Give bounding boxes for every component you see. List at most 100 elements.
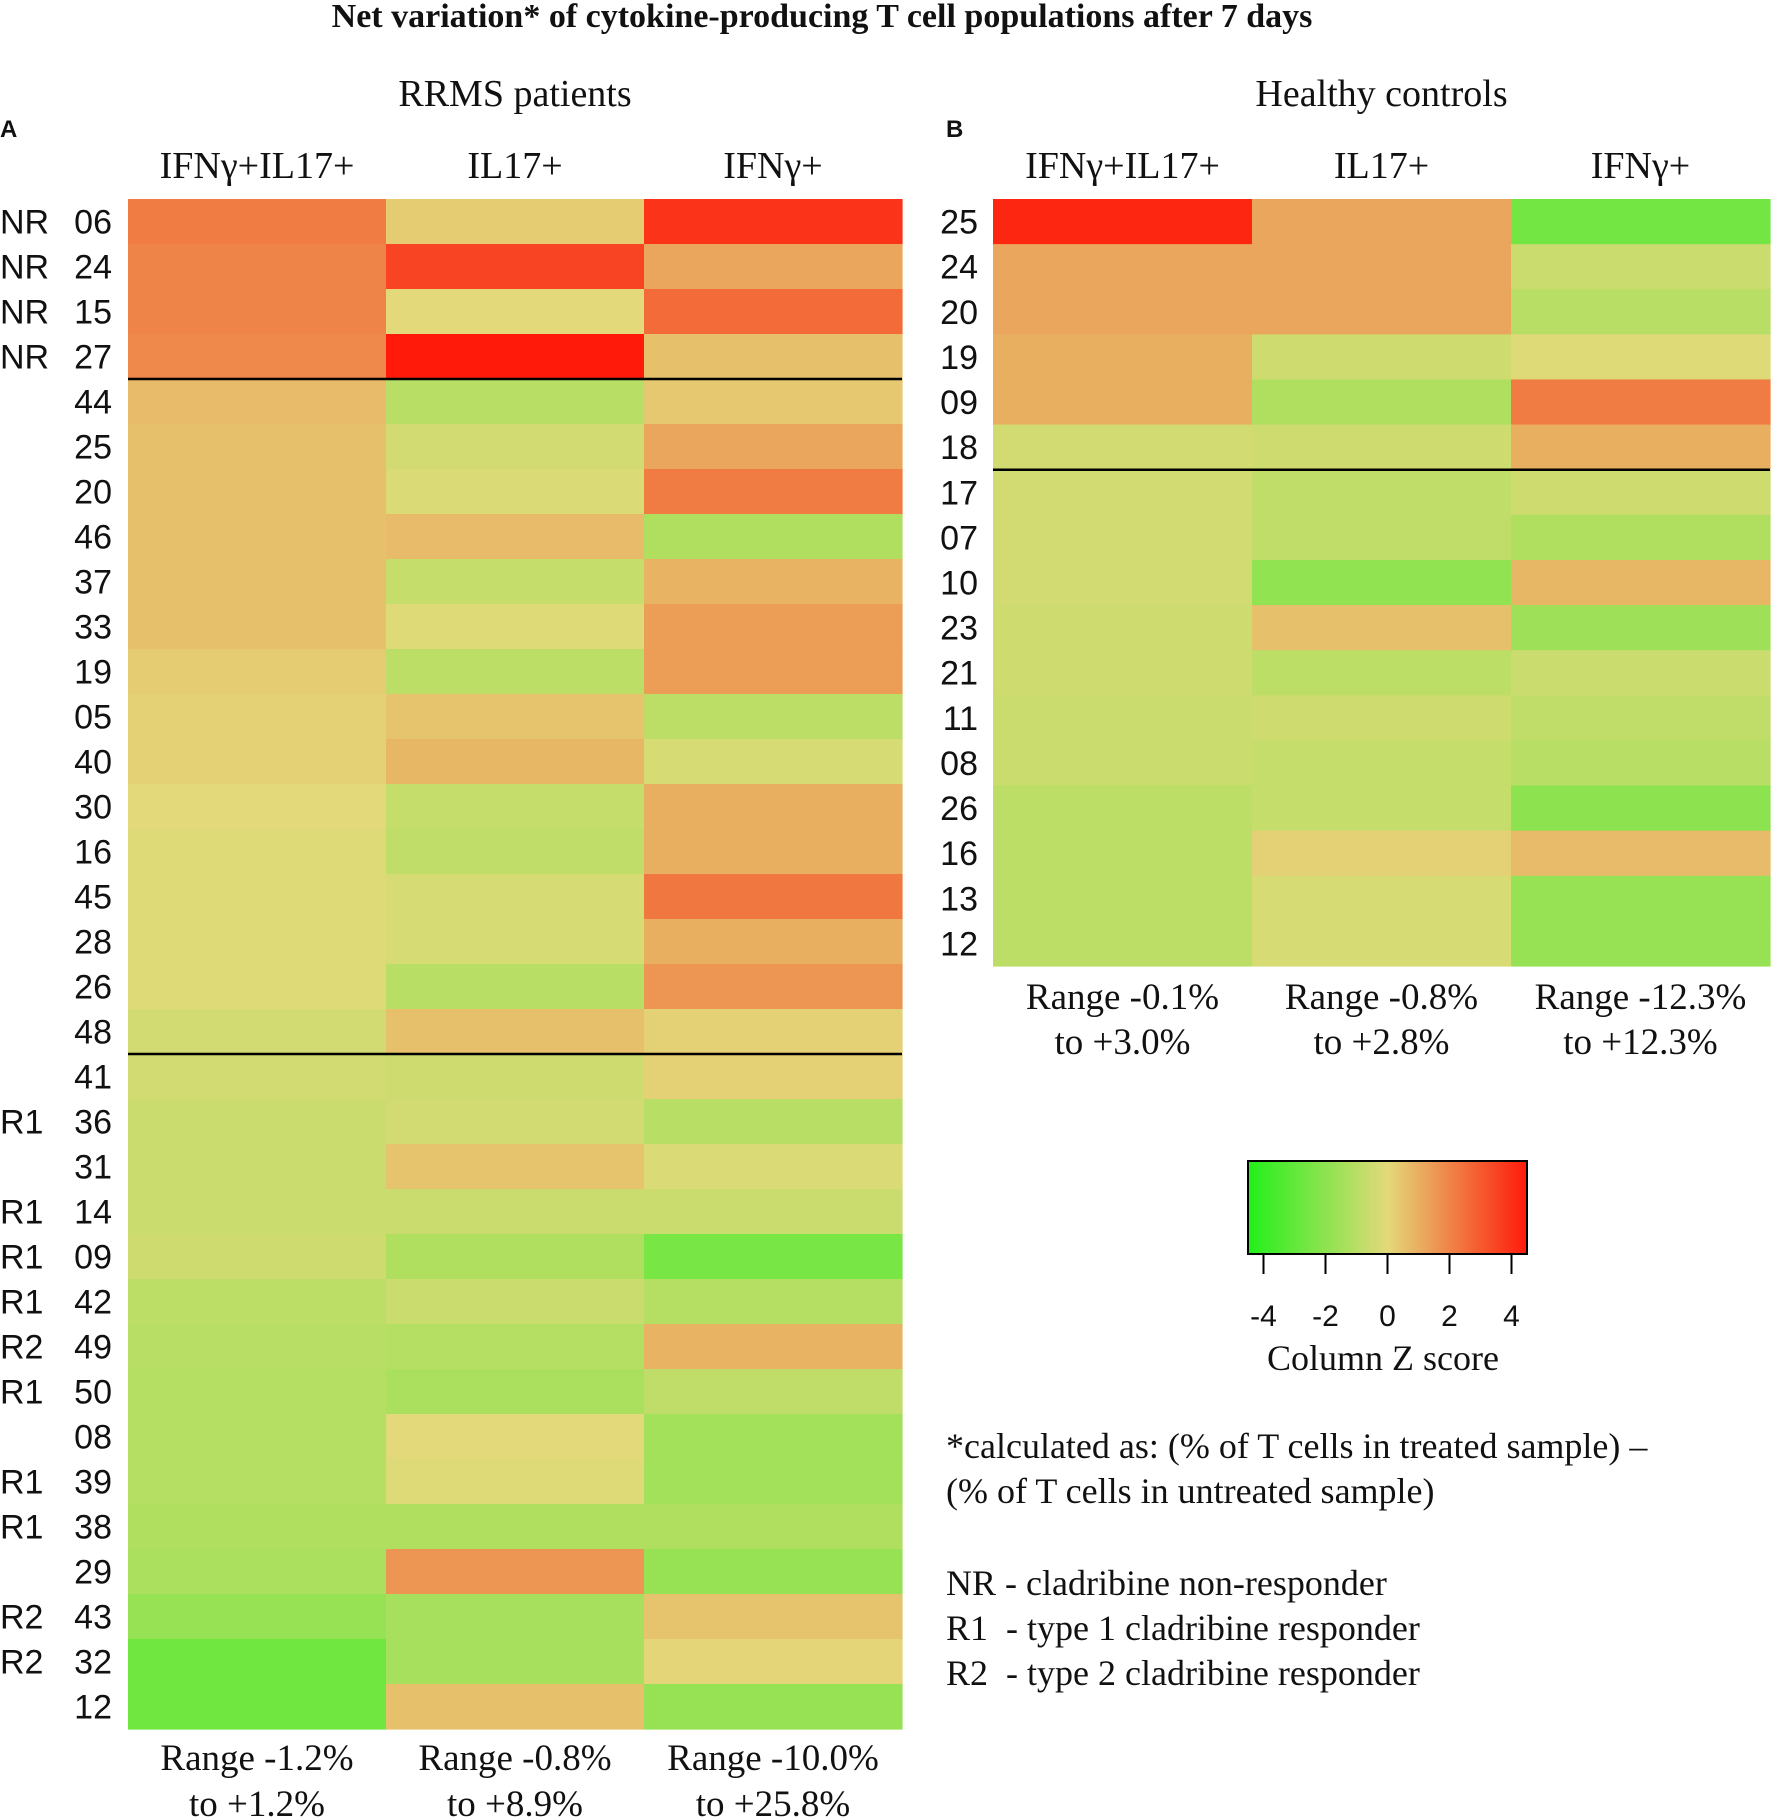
row-label: 37 bbox=[74, 564, 112, 602]
row-group-label: R2 bbox=[0, 1644, 43, 1682]
row-label: 05 bbox=[74, 699, 112, 737]
heatmap-cell bbox=[993, 785, 1253, 832]
heatmap-cell bbox=[386, 964, 645, 1010]
heatmap-cell bbox=[128, 1684, 387, 1730]
row-label: 12 bbox=[940, 925, 978, 963]
abbreviation-nr: NR - cladribine non-responder bbox=[946, 1563, 1387, 1603]
heatmap-cell bbox=[1511, 695, 1771, 742]
row-label: 49 bbox=[74, 1329, 112, 1367]
heatmap-cell bbox=[128, 1054, 387, 1100]
footnote: *calculated as: (% of T cells in treated… bbox=[946, 1426, 1648, 1511]
row-label: 44 bbox=[74, 384, 112, 422]
footnote-line-1: *calculated as: (% of T cells in treated… bbox=[946, 1426, 1648, 1466]
row-label: 23 bbox=[940, 610, 978, 648]
heatmap-cell bbox=[644, 379, 903, 425]
heatmap-cell bbox=[128, 1099, 387, 1145]
heatmap-cell bbox=[128, 289, 387, 335]
abbreviation-r2: R2 - type 2 cladribine responder bbox=[946, 1653, 1420, 1693]
heatmap-cell bbox=[644, 1639, 903, 1685]
heatmap-cell bbox=[644, 784, 903, 830]
heatmap-cell bbox=[386, 244, 645, 290]
heatmap-cell bbox=[128, 649, 387, 695]
color-key: -4 -2 0 2 4 Column Z score bbox=[1247, 1160, 1528, 1378]
row-label: 32 bbox=[74, 1644, 112, 1682]
heatmap-cell bbox=[1252, 559, 1512, 606]
heatmap-cell bbox=[386, 1324, 645, 1370]
heatmap-cell bbox=[993, 379, 1253, 426]
row-label: 20 bbox=[74, 474, 112, 512]
row-label: 16 bbox=[940, 835, 978, 873]
row-label: 24 bbox=[74, 249, 112, 287]
heatmap-cell bbox=[128, 1459, 387, 1505]
row-group-label: R1 bbox=[0, 1194, 43, 1232]
row-label: 19 bbox=[74, 654, 112, 692]
heatmap-cell bbox=[128, 604, 387, 650]
row-label: 31 bbox=[74, 1149, 112, 1187]
heatmap-cell bbox=[386, 739, 645, 785]
color-key-tick-label: -2 bbox=[1312, 1300, 1339, 1333]
heatmap-cell bbox=[386, 1054, 645, 1100]
heatmap-cell bbox=[1511, 650, 1771, 696]
abbreviations: NR - cladribine non-responder R1 - type … bbox=[946, 1563, 1420, 1693]
heatmap-cell bbox=[386, 1504, 645, 1550]
heatmap-cell bbox=[128, 919, 387, 965]
row-label: 27 bbox=[74, 339, 112, 377]
color-key-gradient-bar bbox=[1247, 1160, 1528, 1255]
heatmap-cell bbox=[1511, 785, 1771, 832]
heatmap-cell bbox=[1252, 830, 1512, 877]
column-range-line-2: to +8.9% bbox=[447, 1784, 583, 1819]
heatmap-cell bbox=[993, 650, 1253, 696]
row-label: 46 bbox=[74, 519, 112, 557]
row-group-label: NR bbox=[0, 249, 49, 287]
heatmap-cell bbox=[644, 334, 903, 380]
heatmap-cell bbox=[644, 1279, 903, 1325]
column-header: IFNγ+ bbox=[1591, 145, 1690, 187]
heatmap-cell bbox=[1252, 875, 1512, 922]
heatmap-cell bbox=[644, 919, 903, 965]
figure-title: Net variation* of cytokine-producing T c… bbox=[332, 0, 1313, 35]
heatmap-cell bbox=[386, 1594, 645, 1640]
heatmap-cell bbox=[128, 784, 387, 830]
color-key-tick-label: 0 bbox=[1379, 1300, 1396, 1333]
heatmap-cell bbox=[128, 1549, 387, 1595]
row-group-label: R1 bbox=[0, 1374, 43, 1412]
heatmap-cell bbox=[644, 1009, 903, 1055]
heatmap-cell bbox=[386, 1459, 645, 1505]
heatmap-cell bbox=[644, 1414, 903, 1460]
row-label: 21 bbox=[940, 655, 978, 693]
heatmap-cell bbox=[128, 1504, 387, 1550]
row-label: 24 bbox=[940, 249, 978, 287]
row-label: 45 bbox=[74, 879, 112, 917]
heatmap-cell bbox=[644, 559, 903, 605]
row-group-label: R1 bbox=[0, 1509, 43, 1547]
panel-title: RRMS patients bbox=[398, 73, 631, 115]
row-group-label: R1 bbox=[0, 1284, 43, 1322]
heatmap-cell bbox=[128, 694, 387, 740]
heatmap-cell bbox=[386, 829, 645, 875]
heatmap-cell bbox=[993, 424, 1253, 471]
heatmap-cell bbox=[993, 920, 1253, 967]
heatmap-cell bbox=[1252, 379, 1512, 426]
heatmap-cell bbox=[993, 334, 1253, 381]
heatmap-cell bbox=[993, 244, 1253, 290]
column-header: IFNγ+IL17+ bbox=[1025, 145, 1220, 187]
heatmap-cell bbox=[1511, 199, 1771, 245]
row-group-label: NR bbox=[0, 339, 49, 377]
heatmap-cell bbox=[644, 199, 903, 245]
color-key-tick-label: 2 bbox=[1441, 1300, 1458, 1333]
heatmap-cell bbox=[128, 379, 387, 425]
heatmap-cell bbox=[128, 1144, 387, 1190]
heatmap-cell bbox=[644, 1549, 903, 1595]
row-label: 29 bbox=[74, 1554, 112, 1592]
heatmap-cell bbox=[1252, 740, 1512, 787]
heatmap-cell bbox=[128, 199, 387, 245]
row-label: 26 bbox=[74, 969, 112, 1007]
heatmap-cell bbox=[128, 1414, 387, 1460]
row-label: 16 bbox=[74, 834, 112, 872]
row-label: 30 bbox=[74, 789, 112, 827]
heatmap-cell bbox=[1511, 605, 1771, 651]
heatmap-cell bbox=[1511, 469, 1771, 516]
heatmap-cell bbox=[644, 1234, 903, 1280]
heatmap-cell bbox=[386, 1279, 645, 1325]
